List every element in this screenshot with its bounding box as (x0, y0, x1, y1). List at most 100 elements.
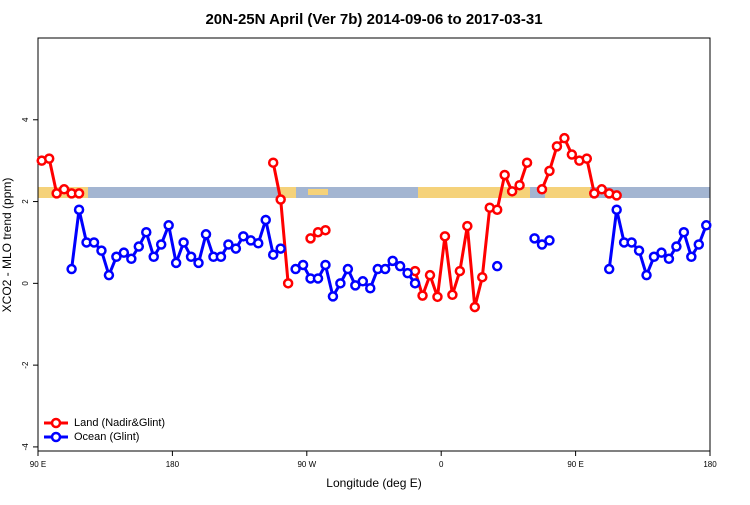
point (43, 153, 55, 164)
point (596, 184, 607, 195)
point (648, 251, 660, 263)
point (678, 226, 690, 238)
point (118, 247, 130, 258)
point (626, 237, 637, 248)
point (155, 239, 167, 250)
point (551, 141, 563, 152)
point (603, 263, 615, 275)
point (111, 251, 122, 263)
point (200, 229, 212, 240)
point (178, 237, 189, 248)
point (215, 251, 227, 263)
x-tick-label: 0 (439, 460, 444, 469)
point (297, 259, 309, 271)
plot-frame (37, 37, 711, 452)
point (141, 226, 152, 238)
point (439, 231, 451, 242)
x-tick-label: 90 E (567, 460, 583, 469)
point (663, 253, 675, 265)
point (506, 186, 518, 197)
point (529, 233, 540, 244)
point (559, 132, 570, 144)
y-tick-label: -2 (21, 361, 30, 369)
point (357, 276, 369, 287)
point (409, 278, 421, 289)
point (447, 289, 458, 301)
point (394, 260, 406, 272)
point (656, 247, 667, 258)
chart-title: 20N-25N April (Ver 7b) 2014-09-06 to 201… (205, 11, 542, 28)
point (282, 278, 294, 289)
point (66, 263, 77, 275)
point (536, 184, 548, 195)
legend-marker (50, 431, 62, 443)
point (103, 269, 115, 281)
point (170, 257, 182, 269)
point (693, 239, 705, 250)
point (424, 269, 436, 281)
x-axis-label: Longitude (deg E) (326, 476, 421, 490)
point (641, 269, 652, 281)
point (462, 220, 473, 232)
y-tick-label: 4 (21, 117, 30, 122)
point (148, 251, 159, 263)
point (491, 260, 503, 272)
point (544, 165, 555, 177)
point (611, 204, 622, 215)
point (327, 291, 339, 302)
point (514, 179, 525, 191)
point (185, 251, 197, 263)
point (260, 214, 271, 226)
point (275, 194, 286, 205)
point (88, 237, 100, 248)
legend-label: Land (Nadir&Glint) (74, 417, 165, 429)
x-tick-label: 180 (703, 460, 717, 469)
point (335, 278, 346, 289)
point (223, 239, 234, 250)
point (51, 188, 62, 199)
point (536, 239, 548, 250)
point (320, 259, 331, 271)
point (521, 157, 533, 168)
point (238, 231, 249, 242)
point (350, 280, 361, 291)
point (432, 291, 443, 303)
point (73, 188, 85, 199)
point (671, 241, 682, 252)
point (611, 190, 622, 201)
point (581, 153, 593, 164)
point (230, 243, 242, 254)
point (633, 245, 645, 256)
point (133, 241, 145, 252)
point (417, 290, 428, 301)
y-axis-label: XCO2 - MLO trend (ppm) (0, 178, 14, 313)
legend-label: Ocean (Glint) (74, 431, 139, 443)
point (469, 301, 481, 313)
point (402, 267, 413, 279)
point (686, 251, 697, 263)
y-tick-label: -4 (21, 443, 30, 451)
point (379, 263, 391, 275)
point (96, 245, 107, 256)
point (275, 243, 286, 254)
point (126, 253, 137, 265)
point (320, 224, 331, 236)
point (589, 188, 600, 199)
point (566, 149, 578, 160)
legend-marker (50, 417, 62, 429)
point (253, 238, 264, 249)
point (499, 169, 510, 181)
x-tick-label: 90 E (30, 460, 46, 469)
point (387, 255, 398, 267)
point (491, 204, 503, 215)
point (454, 265, 466, 277)
point (267, 249, 279, 260)
x-tick-label: 90 W (297, 460, 316, 469)
point (305, 233, 316, 244)
point (312, 273, 324, 284)
y-tick-label: 2 (21, 199, 30, 204)
y-tick-label: 0 (21, 281, 30, 286)
point (58, 184, 70, 195)
point (544, 235, 555, 246)
